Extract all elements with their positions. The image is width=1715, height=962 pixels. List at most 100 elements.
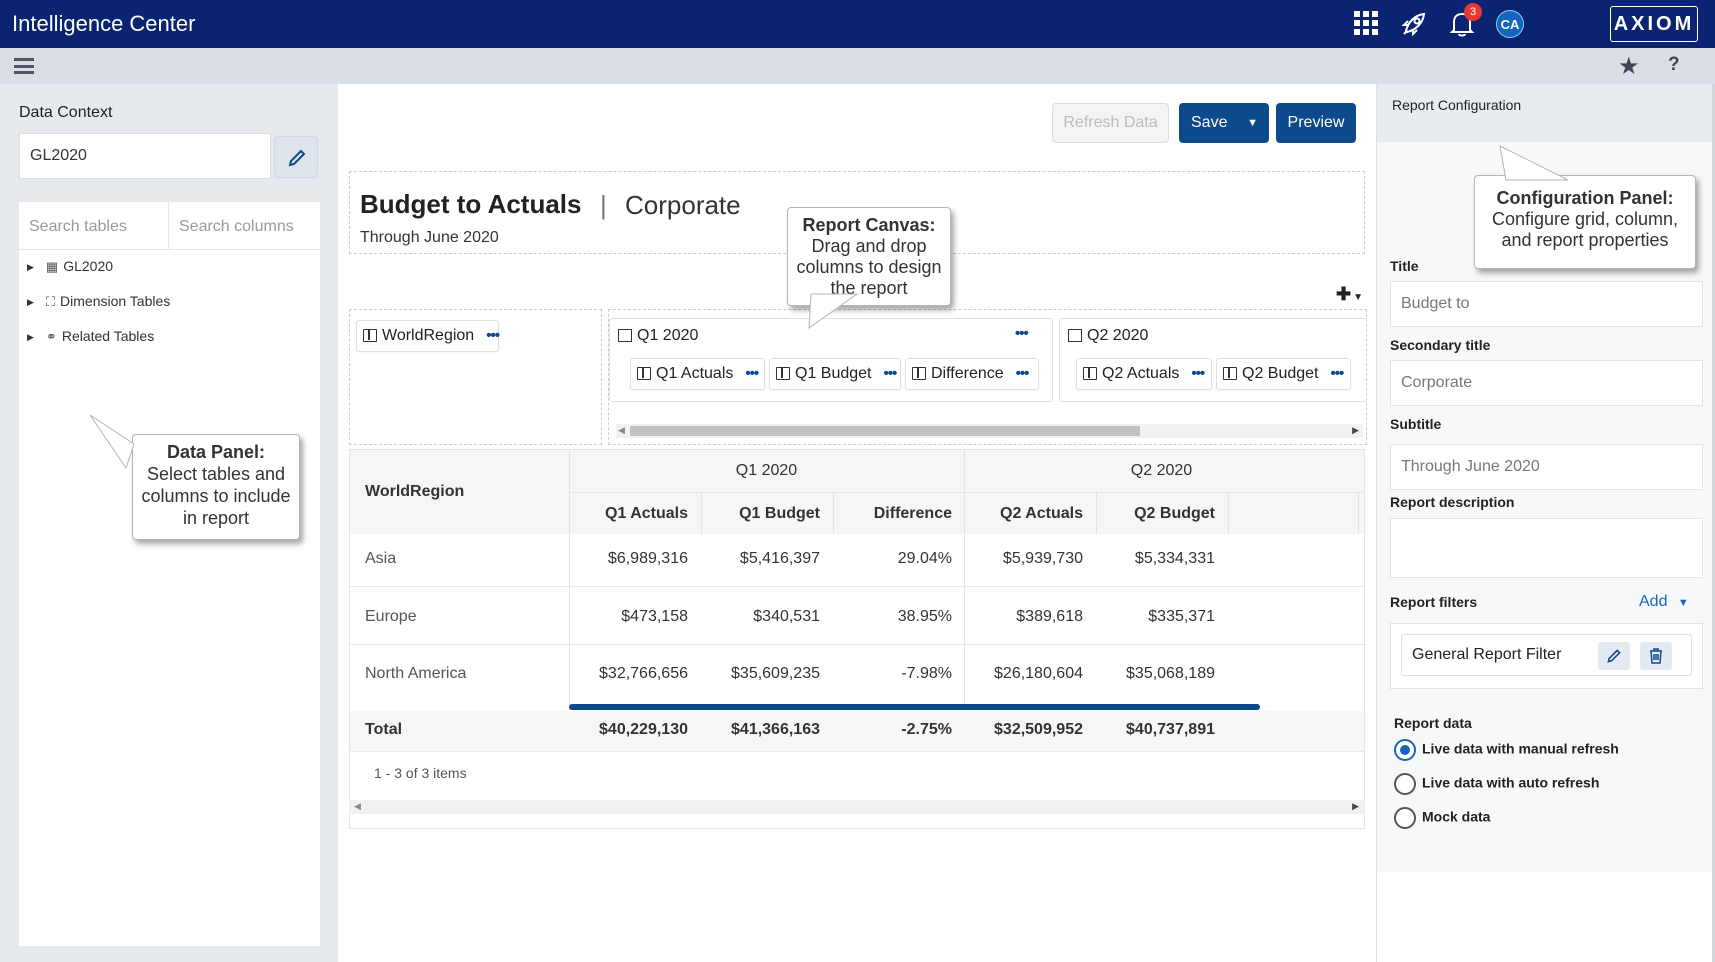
grid-divider [350,586,1364,587]
report-grid: WorldRegion Q1 2020 Q2 2020 Q1 Actuals Q… [349,449,1365,829]
more-icon[interactable]: ••• [883,365,898,382]
tree-item-related-tables[interactable]: ▶ ⚭ Related Tables [27,328,154,345]
radio-button[interactable] [1394,773,1416,795]
scroll-left-icon[interactable]: ◀ [618,425,625,435]
grid-total-row [350,711,1364,751]
column-icon [912,367,926,380]
grid-col-header[interactable]: Q1 Actuals [605,505,688,522]
data-panel: Search tables Search columns ▶ ▦ GL2020 ▶ ⛶… [19,202,320,946]
radio-mock[interactable]: Mock data [1394,807,1490,829]
more-icon[interactable]: ••• [1330,365,1345,382]
more-icon[interactable]: ••• [1191,365,1205,382]
more-icon[interactable]: ••• [1015,325,1029,342]
title-label: Title [1390,258,1419,274]
radio-label: Live data with manual refresh [1422,740,1619,757]
column-chip-q2-actuals[interactable]: Q2 Actuals ••• [1076,358,1212,390]
radio-live-manual[interactable]: Live data with manual refresh [1394,739,1619,761]
row-drop-zone[interactable]: WorldRegion ••• [349,309,602,445]
column-group-q2-2020[interactable]: Q2 2020 Q2 Actuals ••• Q2 Budget ••• [1059,318,1366,402]
tree-item-gl2020[interactable]: ▶ ▦ GL2020 [27,258,113,275]
table-cell: $340,531 [753,608,820,625]
avatar[interactable]: CA [1496,10,1524,38]
filter-list: General Report Filter [1390,623,1703,689]
table-cell: $35,609,235 [731,665,820,682]
table-cell: -7.98% [901,665,952,682]
column-chip-difference[interactable]: Difference ••• [905,358,1039,390]
report-filters-label: Report filters [1390,594,1478,610]
designer-scrollbar[interactable]: ◀ ▶ [616,424,1363,438]
star-icon[interactable]: ★ [1618,53,1640,80]
grid-row-header[interactable]: WorldRegion [365,483,465,500]
refresh-data-button[interactable]: Refresh Data [1052,103,1169,143]
grid-divider [1358,492,1359,534]
secondary-title-field[interactable]: Corporate [1390,360,1703,406]
table-cell: $473,158 [621,608,688,625]
title-field[interactable]: Budget to [1390,281,1703,327]
column-chip-worldregion[interactable]: WorldRegion ••• [356,320,500,352]
filter-name: General Report Filter [1412,646,1562,663]
expand-arrow-icon[interactable]: ▶ [27,261,34,272]
table-cell: $5,416,397 [739,550,820,567]
edit-filter-button[interactable] [1598,642,1630,670]
scroll-right-icon[interactable]: ▶ [1352,425,1359,435]
grid-col-header[interactable]: Q2 Budget [1134,505,1215,522]
table-cell: $35,068,189 [1126,665,1215,682]
data-context-field[interactable]: GL2020 [19,133,271,179]
search-tables-input[interactable]: Search tables [19,202,169,250]
expand-arrow-icon[interactable]: ▶ [27,331,34,342]
description-field[interactable] [1390,518,1703,578]
rocket-icon[interactable] [1400,10,1428,38]
app-title: Intelligence Center [12,11,196,36]
column-chip-q1-actuals[interactable]: Q1 Actuals ••• [630,358,765,390]
column-chip-q2-budget[interactable]: Q2 Budget ••• [1216,358,1351,390]
table-cell: 29.04% [897,550,952,567]
more-icon[interactable]: ••• [486,327,500,344]
preview-button[interactable]: Preview [1276,103,1356,143]
grid-col-header[interactable]: Q2 Actuals [1000,505,1083,522]
data-context-edit-button[interactable] [274,136,318,178]
column-icon [1068,329,1082,342]
hamburger-icon[interactable] [14,58,34,74]
subtitle-label: Subtitle [1390,416,1442,432]
table-cell: $5,334,331 [1134,550,1215,567]
grid-col-header[interactable]: Difference [873,505,952,522]
more-icon[interactable]: ••• [1015,365,1030,382]
column-chip-q1-budget[interactable]: Q1 Budget ••• [769,358,901,390]
radio-live-auto[interactable]: Live data with auto refresh [1394,773,1599,795]
add-filter-button[interactable]: Add ▼ [1639,593,1689,611]
filter-chip[interactable]: General Report Filter [1401,634,1692,676]
scroll-right-icon[interactable]: ▶ [1352,801,1359,811]
total-cell: $41,366,163 [731,721,820,738]
callout-text: Select tables and columns to include in … [141,464,291,528]
radio-button[interactable] [1394,739,1416,761]
add-label: Add [1639,593,1668,610]
chevron-down-icon[interactable]: ▼ [1247,117,1258,129]
column-icon [637,367,651,380]
grid-divider [1228,492,1229,534]
add-column-button[interactable]: ✚ ▼ [1336,284,1363,304]
scrollbar-thumb[interactable] [630,426,1140,436]
grid-scrollbar[interactable]: ◀ ▶ [349,800,1365,814]
bell-icon[interactable]: 3 [1449,3,1482,38]
more-icon[interactable]: ••• [745,365,759,382]
dimension-icon: ⛶ [45,294,56,309]
grid-col-header[interactable]: Q1 Budget [739,505,820,522]
save-button[interactable]: Save ▼ [1179,103,1269,143]
grid-icon[interactable] [1353,10,1381,38]
radio-button[interactable] [1394,807,1416,829]
grid-group-header-q2: Q2 2020 [1130,462,1193,479]
chevron-down-icon: ▼ [1353,292,1363,303]
search-columns-input[interactable]: Search columns [169,202,320,250]
data-panel-callout: Data Panel: Select tables and columns to… [132,434,300,540]
scroll-left-icon[interactable]: ◀ [354,801,361,811]
callout-tail [1499,145,1569,181]
tree-item-dimension-tables[interactable]: ▶ ⛶ Dimension Tables [27,293,170,310]
delete-filter-button[interactable] [1640,642,1672,670]
column-group-q1-2020[interactable]: Q1 2020 ••• Q1 Actuals ••• Q1 Budget ••• D… [609,318,1053,402]
column-drop-zone[interactable]: Q1 2020 ••• Q1 Actuals ••• Q1 Budget ••• D… [608,309,1367,445]
radio-label: Mock data [1422,808,1491,825]
help-icon[interactable]: ? [1668,54,1680,75]
table-row-label: Asia [365,550,397,567]
subtitle-field[interactable]: Through June 2020 [1390,444,1703,490]
expand-arrow-icon[interactable]: ▶ [27,296,34,307]
